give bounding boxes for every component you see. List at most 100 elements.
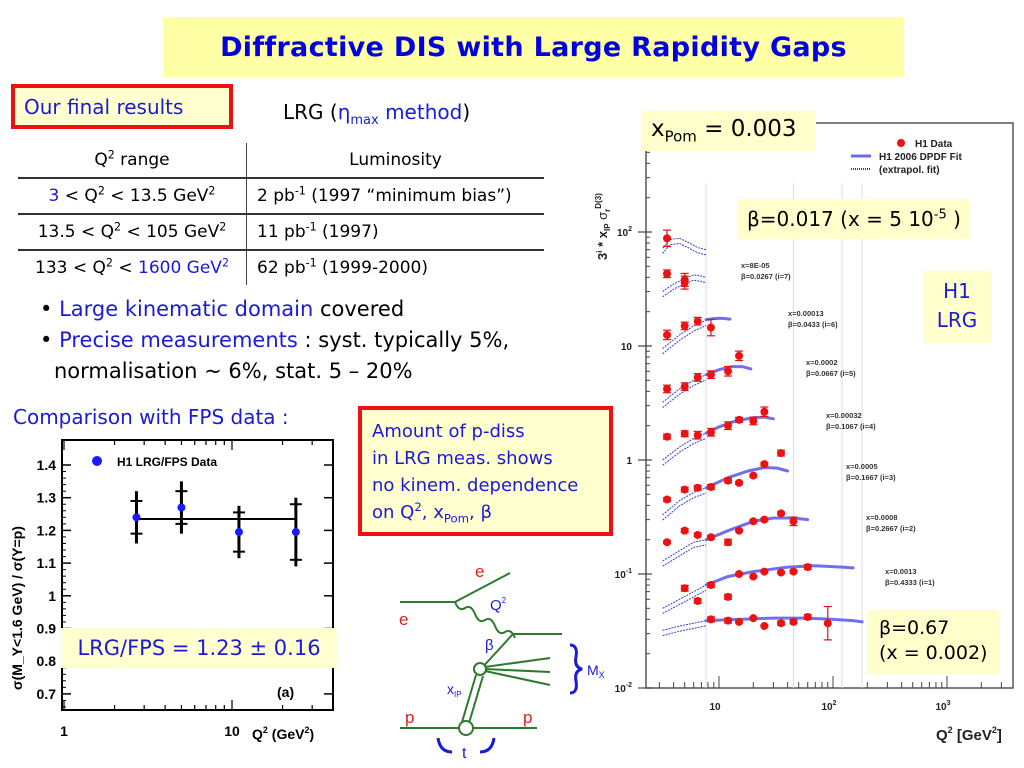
bullet-list: • Large kinematic domain covered • Preci… xyxy=(40,294,509,387)
q2-sup: 2 xyxy=(105,255,113,269)
q2-symbol: < Q xyxy=(59,185,98,206)
h1-data-point xyxy=(693,317,702,326)
h1-bin-beta-label: β=0.1067 (i=4) xyxy=(826,422,876,431)
lumi-value: 62 pb xyxy=(257,257,306,278)
h1-dpdf-fit-curve xyxy=(704,564,855,587)
h1-data-point xyxy=(706,323,715,332)
ylabel-three: 3 xyxy=(595,253,610,260)
pdiss-line-3: no kinem. dependence xyxy=(372,475,579,496)
bullet-item: • Large kinematic domain covered xyxy=(40,297,405,321)
h1-bin-beta-label: β=0.4333 (i=1) xyxy=(885,578,935,587)
xpom-sub: Pom xyxy=(664,127,697,146)
h1-data-point xyxy=(724,476,733,485)
fps-data-marks xyxy=(130,481,302,567)
h1-data-point xyxy=(789,567,798,576)
legend-dpdf-fit: H1 2006 DPDF Fit xyxy=(879,152,962,163)
h1-data-point xyxy=(663,495,672,504)
beta-top-text: β=0.017 (x = 5 10 xyxy=(747,207,934,231)
q2-symbol: < Q xyxy=(67,257,106,278)
lumi-value: 11 pb xyxy=(257,221,306,242)
slide-title-text: Diffractive DIS with Large Rapidity Gaps xyxy=(220,31,847,63)
pomeron-line-a xyxy=(461,674,477,723)
beta-bottom-value: β=0.67 xyxy=(879,617,950,639)
proton-vertex xyxy=(458,720,474,736)
h1-y-tick-label: 10-2 xyxy=(615,682,632,695)
q2-high: < 105 GeV xyxy=(121,221,220,242)
h1-data-point xyxy=(706,533,715,542)
h1-y-axis-label: 3i * xIP σrD(3) xyxy=(594,193,612,260)
beta-top-box: β=0.017 (x = 5 10-5 ) xyxy=(738,199,970,239)
q2-sup: 2 xyxy=(114,219,122,233)
q2-label: Q2 xyxy=(490,596,507,614)
h1-data-point xyxy=(680,429,689,438)
h1-data-point xyxy=(663,330,672,339)
h1-data-point xyxy=(749,517,758,526)
lrg-method-heading: LRG (ηmax method) xyxy=(283,100,470,127)
h1-data-point xyxy=(777,568,786,577)
final-results-box: Our final results xyxy=(11,84,233,129)
fps-data-point xyxy=(291,528,300,537)
fps-y-axis-label: σ(M_Y<1.6 GeV) / σ(Y=p) xyxy=(9,526,25,690)
h1-data-point xyxy=(760,515,769,524)
h1-data-point xyxy=(663,432,672,441)
pdiss-note-box: Amount of p-diss in LRG meas. shows no k… xyxy=(358,406,613,536)
h1-data-point xyxy=(680,382,689,391)
comparison-label: Comparison with FPS data : xyxy=(13,405,289,429)
h1-data-point xyxy=(735,617,744,626)
fps-x-sup: 2 xyxy=(263,725,268,735)
h1-data-point xyxy=(735,526,744,535)
h1-x-gev-sup: 2 xyxy=(992,725,997,735)
mx-sub: X xyxy=(599,670,605,680)
h1-data-point xyxy=(680,321,689,330)
pdiss-line-2: in LRG meas. shows xyxy=(372,448,553,469)
beta-top-label: β=0.017 (x = 5 10-5 ) xyxy=(747,207,961,231)
h1-x-ticks: 10 102 103 xyxy=(658,676,1002,713)
h1-data-point xyxy=(823,619,832,628)
q2-low: 133 xyxy=(35,257,68,278)
h1-y-tick-label: 1 xyxy=(626,456,632,467)
q2-high: < 13.5 GeV xyxy=(104,185,209,206)
h1-bin-beta-label: β=0.0667 (i=5) xyxy=(806,369,856,378)
fps-x-q: Q xyxy=(252,726,263,742)
table-row: 13.5 < Q2 < 105 GeV2 11 pb-1 (1997) xyxy=(18,213,544,250)
luminosity-cell: 2 pb-1 (1997 “minimum bias”) xyxy=(246,177,544,214)
fps-x-gev: (GeV xyxy=(268,726,305,742)
h1-y-tick-label: 102 xyxy=(617,226,632,239)
h1-x-gev: [GeV xyxy=(953,727,992,744)
h1-data-point xyxy=(706,581,715,590)
lumi-sup: -1 xyxy=(294,183,306,197)
h1-extrapol-curve-lower xyxy=(662,437,707,466)
h1-data-point xyxy=(663,538,672,547)
pdiss-line-4-x: , x xyxy=(421,502,444,523)
h1-x-axis-label: Q2 [GeV2] xyxy=(936,725,1002,744)
h1-x-tick-label: 102 xyxy=(821,700,836,713)
h1-data-point xyxy=(735,478,744,487)
xpom-label: xPom = 0.003 xyxy=(651,116,797,144)
fps-plot-frame xyxy=(61,439,334,711)
pdiss-line-1: Amount of p-diss xyxy=(372,421,525,442)
h1-data-point xyxy=(803,612,812,621)
gev-sup: 2 xyxy=(219,219,227,233)
fps-legend-label: H1 LRG/FPS Data xyxy=(117,455,217,469)
h1-dpdf-fit-curve xyxy=(704,415,775,435)
h1-bin-x-label: x=0.00032 xyxy=(826,411,862,420)
mx-m: M xyxy=(587,662,599,678)
h1-data-point xyxy=(663,234,672,243)
fps-panel-label: (a) xyxy=(277,684,294,700)
t-bracket xyxy=(436,737,496,754)
feynman-diagram: e e Q2 β MX xIP p p t xyxy=(399,562,605,762)
h1-data-point xyxy=(724,538,733,547)
h1-bin-x-label: x=8E-05 xyxy=(741,261,770,270)
gev-sup: 2 xyxy=(221,255,229,269)
h1-extrapol-curve-lower xyxy=(662,544,707,567)
luminosity-table: Q2 range Luminosity 3 < Q2 < 13.5 GeV2 2… xyxy=(18,143,544,285)
h1-data-points xyxy=(663,229,832,641)
legend-h1-data: H1 Data xyxy=(915,139,953,150)
fps-y-tick-label: 0.8 xyxy=(37,653,57,669)
h1-data-point xyxy=(663,384,672,393)
luminosity-cell: 62 pb-1 (1999-2000) xyxy=(246,249,544,285)
h1-data-point xyxy=(724,421,733,430)
bullet-item: • Precise measurements : syst. typically… xyxy=(40,328,510,352)
pdiss-line-4-beta: , β xyxy=(469,502,492,523)
h1-label: H1 xyxy=(943,279,971,303)
